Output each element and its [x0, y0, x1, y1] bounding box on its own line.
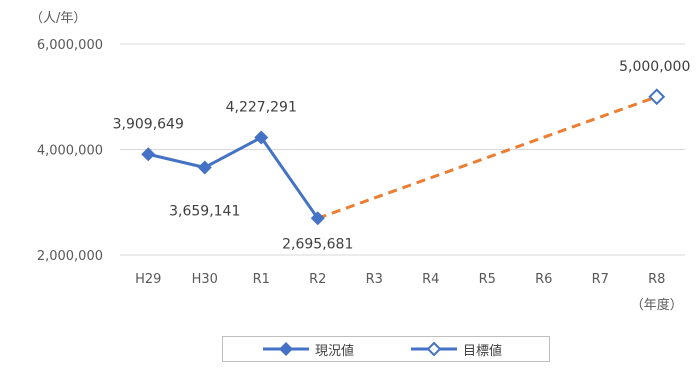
y-tick-label: 2,000,000	[37, 249, 103, 264]
y-unit-label: （人/年）	[30, 11, 86, 26]
data-point-current	[141, 147, 156, 162]
data-point-current	[310, 211, 325, 226]
legend-item-current: 現況値	[261, 340, 355, 359]
x-tick-label: R1	[253, 272, 270, 287]
data-point-current	[197, 160, 212, 175]
projection-line	[317, 95, 658, 220]
data-label: 3,659,141	[169, 203, 240, 219]
y-tick-label: 4,000,000	[37, 144, 103, 159]
x-tick-label: H30	[192, 272, 218, 287]
data-label: 5,000,000	[619, 59, 690, 75]
x-tick-label: R8	[648, 272, 665, 287]
y-tick-label: 6,000,000	[37, 38, 103, 53]
legend: 現況値 目標値	[222, 336, 550, 362]
legend-item-target: 目標値	[409, 340, 503, 359]
x-unit-label: （年度）	[631, 297, 683, 313]
x-tick-label: R5	[479, 272, 496, 287]
data-label: 4,227,291	[226, 100, 297, 116]
data-label: 3,909,649	[113, 116, 184, 132]
x-tick-label: R4	[422, 272, 439, 287]
data-point-current	[254, 130, 269, 145]
legend-label-target: 目標値	[463, 343, 503, 359]
data-label: 2,695,681	[282, 236, 353, 252]
x-tick-label: R7	[592, 272, 609, 287]
x-tick-label: R2	[309, 272, 326, 287]
legend-current-marker-icon	[263, 342, 309, 356]
x-tick-label: R6	[535, 272, 552, 287]
data-point-target	[648, 88, 666, 106]
legend-target-marker-icon	[411, 341, 457, 357]
series-line-current	[147, 136, 319, 220]
legend-label-current: 現況値	[315, 343, 355, 359]
x-tick-label: H29	[135, 272, 161, 287]
x-tick-label: R3	[366, 272, 383, 287]
